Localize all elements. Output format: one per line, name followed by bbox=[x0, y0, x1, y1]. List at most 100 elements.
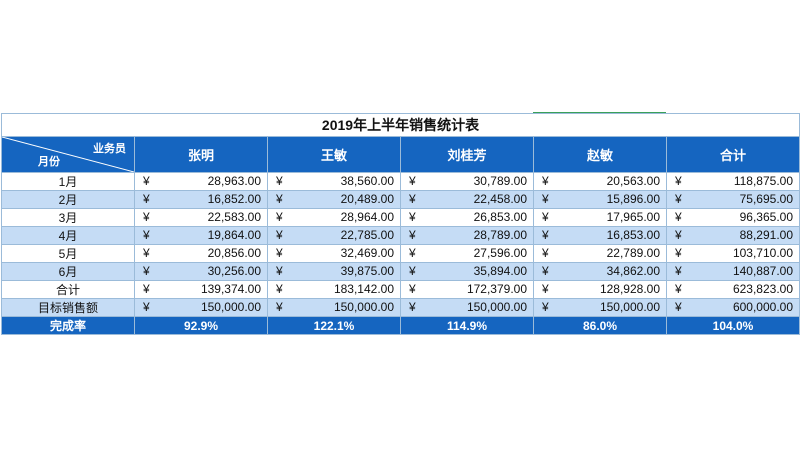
row-label-cell[interactable]: 2月 bbox=[1, 190, 135, 209]
amount-cell[interactable]: ¥96,365.00 bbox=[666, 208, 800, 227]
amount-cell[interactable]: ¥183,142.00 bbox=[267, 280, 401, 299]
row-label-cell[interactable]: 目标销售额 bbox=[1, 298, 135, 317]
amount-cell[interactable]: ¥150,000.00 bbox=[400, 298, 534, 317]
row-label-cell[interactable]: 6月 bbox=[1, 262, 135, 281]
currency-symbol: ¥ bbox=[675, 174, 682, 188]
amount-cell[interactable]: ¥150,000.00 bbox=[134, 298, 268, 317]
diagonal-line bbox=[2, 137, 134, 172]
sales-table: 2019年上半年销售统计表 业务员 月份 张明 王敏 刘桂芳 赵敏 合计 1月 ¥… bbox=[1, 113, 800, 335]
amount-cell[interactable]: ¥118,875.00 bbox=[666, 172, 800, 191]
amount-cell[interactable]: ¥600,000.00 bbox=[666, 298, 800, 317]
amount-cell[interactable]: ¥32,469.00 bbox=[267, 244, 401, 263]
header-row: 业务员 月份 张明 王敏 刘桂芳 赵敏 合计 bbox=[1, 136, 800, 173]
row-label-cell[interactable]: 5月 bbox=[1, 244, 135, 263]
amount-value: 22,789.00 bbox=[606, 246, 660, 260]
table-row: 6月 ¥30,256.00 ¥39,875.00 ¥35,894.00 ¥34,862.… bbox=[1, 262, 800, 281]
completion-rate-cell[interactable]: 86.0% bbox=[533, 316, 667, 335]
currency-symbol: ¥ bbox=[143, 264, 150, 278]
currency-symbol: ¥ bbox=[542, 210, 549, 224]
amount-cell[interactable]: ¥172,379.00 bbox=[400, 280, 534, 299]
column-header[interactable]: 张明 bbox=[134, 136, 268, 173]
amount-cell[interactable]: ¥34,862.00 bbox=[533, 262, 667, 281]
row-label-cell[interactable]: 4月 bbox=[1, 226, 135, 245]
amount-cell[interactable]: ¥139,374.00 bbox=[134, 280, 268, 299]
amount-cell[interactable]: ¥103,710.00 bbox=[666, 244, 800, 263]
currency-symbol: ¥ bbox=[542, 300, 549, 314]
column-header[interactable]: 赵敏 bbox=[533, 136, 667, 173]
amount-cell[interactable]: ¥16,853.00 bbox=[533, 226, 667, 245]
completion-rate-cell[interactable]: 92.9% bbox=[134, 316, 268, 335]
table-row: 1月 ¥28,963.00 ¥38,560.00 ¥30,789.00 ¥20,563.… bbox=[1, 172, 800, 191]
amount-value: 16,853.00 bbox=[606, 228, 660, 242]
corner-label-month: 月份 bbox=[38, 156, 60, 168]
amount-value: 20,856.00 bbox=[207, 246, 261, 260]
amount-cell[interactable]: ¥88,291.00 bbox=[666, 226, 800, 245]
currency-symbol: ¥ bbox=[409, 282, 416, 296]
currency-symbol: ¥ bbox=[276, 300, 283, 314]
amount-cell[interactable]: ¥16,852.00 bbox=[134, 190, 268, 209]
selection-indicator bbox=[533, 112, 666, 113]
column-header[interactable]: 刘桂芳 bbox=[400, 136, 534, 173]
row-label-cell[interactable]: 合计 bbox=[1, 280, 135, 299]
currency-symbol: ¥ bbox=[409, 174, 416, 188]
amount-value: 19,864.00 bbox=[207, 228, 261, 242]
amount-cell[interactable]: ¥19,864.00 bbox=[134, 226, 268, 245]
amount-cell[interactable]: ¥28,964.00 bbox=[267, 208, 401, 227]
completion-rate-label[interactable]: 完成率 bbox=[1, 316, 135, 335]
currency-symbol: ¥ bbox=[409, 228, 416, 242]
completion-rate-cell[interactable]: 122.1% bbox=[267, 316, 401, 335]
row-label-cell[interactable]: 3月 bbox=[1, 208, 135, 227]
amount-cell[interactable]: ¥22,789.00 bbox=[533, 244, 667, 263]
completion-rate-cell[interactable]: 104.0% bbox=[666, 316, 800, 335]
amount-value: 32,469.00 bbox=[340, 246, 394, 260]
amount-cell[interactable]: ¥28,963.00 bbox=[134, 172, 268, 191]
amount-cell[interactable]: ¥28,789.00 bbox=[400, 226, 534, 245]
amount-cell[interactable]: ¥150,000.00 bbox=[267, 298, 401, 317]
amount-cell[interactable]: ¥15,896.00 bbox=[533, 190, 667, 209]
amount-cell[interactable]: ¥623,823.00 bbox=[666, 280, 800, 299]
amount-cell[interactable]: ¥22,583.00 bbox=[134, 208, 268, 227]
amount-cell[interactable]: ¥17,965.00 bbox=[533, 208, 667, 227]
corner-header-cell[interactable]: 业务员 月份 bbox=[1, 136, 135, 173]
amount-value: 623,823.00 bbox=[732, 282, 793, 296]
amount-cell[interactable]: ¥30,256.00 bbox=[134, 262, 268, 281]
amount-cell[interactable]: ¥30,789.00 bbox=[400, 172, 534, 191]
currency-symbol: ¥ bbox=[675, 192, 682, 206]
currency-symbol: ¥ bbox=[409, 192, 416, 206]
amount-cell[interactable]: ¥75,695.00 bbox=[666, 190, 800, 209]
completion-rate-row: 完成率 92.9% 122.1% 114.9% 86.0% 104.0% bbox=[1, 316, 800, 335]
amount-cell[interactable]: ¥22,458.00 bbox=[400, 190, 534, 209]
column-header[interactable]: 合计 bbox=[666, 136, 800, 173]
amount-cell[interactable]: ¥150,000.00 bbox=[533, 298, 667, 317]
amount-cell[interactable]: ¥35,894.00 bbox=[400, 262, 534, 281]
amount-cell[interactable]: ¥27,596.00 bbox=[400, 244, 534, 263]
table-row: 合计 ¥139,374.00 ¥183,142.00 ¥172,379.00 ¥128,… bbox=[1, 280, 800, 299]
currency-symbol: ¥ bbox=[143, 246, 150, 260]
amount-cell[interactable]: ¥38,560.00 bbox=[267, 172, 401, 191]
amount-cell[interactable]: ¥39,875.00 bbox=[267, 262, 401, 281]
table-row: 5月 ¥20,856.00 ¥32,469.00 ¥27,596.00 ¥22,789.… bbox=[1, 244, 800, 263]
amount-value: 88,291.00 bbox=[739, 228, 793, 242]
amount-value: 75,695.00 bbox=[739, 192, 793, 206]
completion-rate-cell[interactable]: 114.9% bbox=[400, 316, 534, 335]
amount-cell[interactable]: ¥20,856.00 bbox=[134, 244, 268, 263]
amount-cell[interactable]: ¥20,563.00 bbox=[533, 172, 667, 191]
amount-value: 150,000.00 bbox=[599, 300, 660, 314]
amount-value: 28,964.00 bbox=[340, 210, 394, 224]
amount-value: 27,596.00 bbox=[473, 246, 527, 260]
currency-symbol: ¥ bbox=[542, 246, 549, 260]
amount-cell[interactable]: ¥22,785.00 bbox=[267, 226, 401, 245]
row-label-cell[interactable]: 1月 bbox=[1, 172, 135, 191]
amount-cell[interactable]: ¥26,853.00 bbox=[400, 208, 534, 227]
amount-cell[interactable]: ¥140,887.00 bbox=[666, 262, 800, 281]
amount-cell[interactable]: ¥128,928.00 bbox=[533, 280, 667, 299]
currency-symbol: ¥ bbox=[542, 228, 549, 242]
currency-symbol: ¥ bbox=[675, 300, 682, 314]
amount-value: 22,583.00 bbox=[207, 210, 261, 224]
table-row: 2月 ¥16,852.00 ¥20,489.00 ¥22,458.00 ¥15,896.… bbox=[1, 190, 800, 209]
column-header[interactable]: 王敏 bbox=[267, 136, 401, 173]
currency-symbol: ¥ bbox=[675, 228, 682, 242]
currency-symbol: ¥ bbox=[542, 264, 549, 278]
table-title[interactable]: 2019年上半年销售统计表 bbox=[1, 113, 800, 137]
amount-cell[interactable]: ¥20,489.00 bbox=[267, 190, 401, 209]
